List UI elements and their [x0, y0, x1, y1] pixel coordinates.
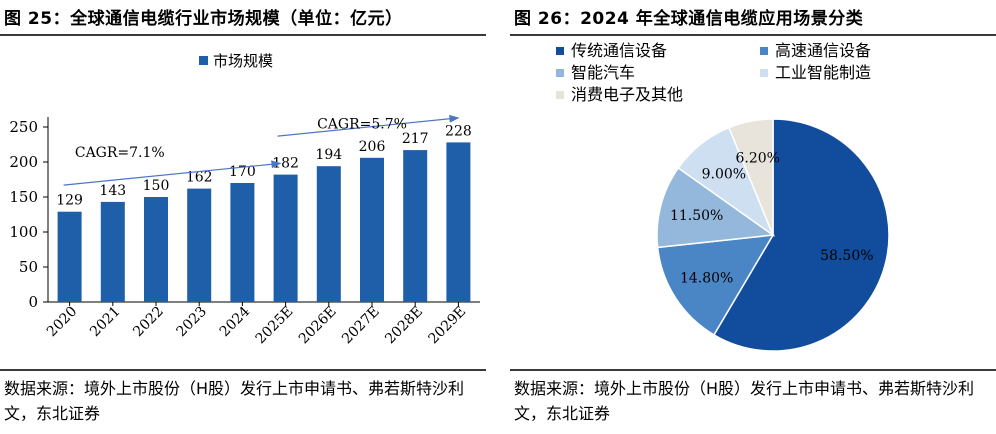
legend-label: 传统通信设备	[571, 41, 667, 60]
bar-value-label: 143	[99, 183, 126, 199]
source-rule	[0, 369, 486, 371]
pie-value-label: 9.00%	[702, 166, 746, 182]
y-tick-label: 250	[9, 118, 38, 136]
title-rule	[0, 34, 486, 36]
cagr-arrow	[63, 160, 282, 186]
pie-slice	[656, 166, 776, 249]
pie-value-label: 6.20%	[735, 151, 779, 167]
x-tick-label: 2020	[44, 304, 81, 341]
cagr-label: CAGR=5.7%	[317, 117, 407, 133]
pie-value-label: 14.80%	[680, 271, 733, 287]
pie-value-label: 11.50%	[670, 208, 723, 224]
bar-value-label: 162	[186, 170, 213, 186]
bar-chart-title: 图 25：全球通信电缆行业市场规模（单位：亿元）	[4, 9, 403, 29]
bar-chart-panel: 图 25：全球通信电缆行业市场规模（单位：亿元） 0 50 100 150 200 250…	[0, 0, 486, 434]
bar	[273, 174, 298, 302]
bar-value-label: 217	[402, 131, 429, 147]
legend-label: 智能汽车	[571, 63, 635, 82]
pie-slice	[727, 118, 774, 236]
title-rule	[510, 34, 996, 36]
bar-value-label: 129	[56, 193, 83, 209]
y-tick-label: 0	[28, 293, 38, 311]
bar	[144, 197, 168, 302]
x-tick-label: 2029E	[425, 304, 469, 348]
y-tick-label: 150	[9, 188, 38, 206]
y-tick-label: 50	[19, 258, 38, 276]
bar	[187, 188, 212, 302]
pie-chart-title: 图 26：2024 年全球通信电缆应用场景分类	[514, 9, 864, 29]
legend-swatch	[760, 69, 768, 77]
y-tick-label: 200	[9, 153, 38, 171]
bar	[360, 157, 384, 302]
legend-label: 市场规模	[213, 52, 273, 70]
legend-swatch	[760, 47, 768, 55]
bar	[403, 150, 428, 302]
bar	[57, 211, 82, 302]
pie-slice	[712, 118, 890, 352]
legend-swatch	[556, 69, 564, 77]
pie-chart-source: 数据来源：境外上市股份（H股）发行上市申请书、弗若斯特沙利文，东北证券	[514, 379, 975, 423]
bar-chart-source: 数据来源：境外上市股份（H股）发行上市申请书、弗若斯特沙利文，东北证券	[4, 379, 465, 423]
bar-value-label: 194	[315, 147, 342, 163]
legend-label: 消费电子及其他	[571, 85, 683, 104]
bar-value-label: 206	[359, 139, 386, 155]
legend-label: 高速通信设备	[775, 41, 871, 60]
x-tick-label: 2024	[217, 303, 254, 340]
pie-slice	[656, 234, 775, 336]
cagr-label: CAGR=7.1%	[75, 145, 165, 161]
legend-swatch	[556, 91, 564, 99]
bar	[230, 183, 255, 302]
bar	[446, 142, 471, 302]
bar	[100, 201, 125, 302]
legend-swatch	[556, 47, 564, 55]
x-tick-label: 2021	[87, 304, 124, 341]
pie-chart-panel: 图 26：2024 年全球通信电缆应用场景分类 传统通信设备 高速通信设备智能汽车…	[510, 0, 996, 434]
pie-value-label: 58.50%	[820, 248, 873, 264]
x-tick-label: 2022	[130, 304, 167, 341]
bar-value-label: 150	[143, 178, 170, 194]
x-tick-label: 2026E	[296, 304, 340, 348]
bar-value-label: 228	[445, 123, 472, 139]
x-tick-label: 2027E	[339, 304, 383, 348]
legend-swatch	[199, 56, 208, 65]
x-tick-label: 2025E	[253, 304, 297, 348]
cagr-arrow	[277, 114, 460, 137]
source-rule	[510, 369, 996, 371]
x-tick-label: 2028E	[382, 304, 426, 348]
bar	[316, 166, 341, 302]
x-tick-label: 2023	[174, 304, 211, 341]
y-tick-label: 100	[9, 223, 38, 241]
legend-label: 工业智能制造	[775, 63, 871, 82]
